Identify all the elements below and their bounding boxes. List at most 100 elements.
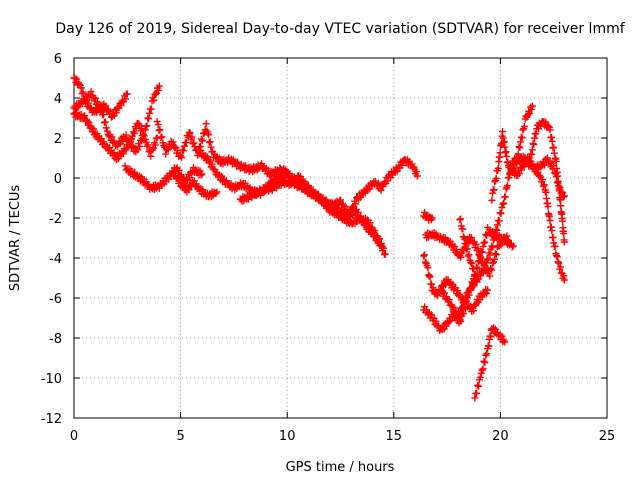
data-point [197,171,205,179]
data-point [477,253,485,261]
data-point [491,250,499,258]
data-point [347,208,355,216]
data-point [117,102,125,110]
data-point [429,284,437,292]
data-point [546,216,554,224]
data-point [488,242,496,250]
data-point [486,251,494,259]
data-point [143,142,151,150]
data-point [112,109,120,117]
data-point [379,244,387,252]
data-point [354,208,362,216]
data-point [145,109,153,117]
data-point [356,194,364,202]
data-point [454,314,462,322]
trace-trace-k [420,208,436,224]
data-point [420,252,428,260]
data-point [488,196,496,204]
data-point [557,202,565,210]
data-point [337,196,344,204]
data-point [496,209,504,217]
data-point [492,225,500,233]
data-point [212,190,220,198]
data-point [458,304,466,312]
data-point [548,133,556,141]
trace-trace-f [170,169,221,201]
data-point [454,287,462,295]
data-point [447,317,455,325]
data-point [476,252,484,260]
data-point [85,118,93,126]
data-point [530,140,538,148]
data-point [178,179,186,187]
data-point [77,84,85,92]
data-point [138,125,146,133]
trace-trace-j [294,172,387,252]
trace-trace-q [471,324,509,402]
data-point [198,170,206,178]
data-point [464,252,472,260]
data-point [465,291,473,299]
data-point [130,129,138,137]
data-point [205,131,213,139]
data-point [139,131,147,139]
data-point [560,276,568,284]
data-point [468,260,476,268]
data-point [556,184,564,192]
x-tick-label: 0 [70,429,78,444]
data-point [503,152,511,160]
data-point [481,238,489,246]
data-point [134,146,142,154]
y-tick-label: -10 [41,372,62,387]
data-point [121,95,129,103]
data-point [162,150,170,158]
data-point [542,188,550,196]
data-point [482,351,490,359]
data-point [494,164,502,172]
data-point [459,225,467,233]
data-point [463,245,471,253]
data-point [508,243,516,251]
trace-trace-o [437,102,536,322]
data-point [470,307,478,315]
data-point [539,182,547,190]
data-point [504,182,512,190]
data-point [554,177,562,185]
data-point [428,214,436,222]
data-point [460,300,468,308]
data-point [381,250,389,258]
trace-trace-d [121,162,206,194]
y-tick-label: -2 [49,212,62,227]
data-point [470,272,478,280]
data-point [457,253,465,261]
data-point [103,127,111,135]
data-point [190,139,198,147]
data-point [91,94,99,102]
data-point [158,133,166,141]
data-point [87,88,95,96]
data-point [90,125,98,133]
data-point [432,317,440,325]
data-point [97,107,105,115]
data-point [143,122,151,130]
data-point [509,242,517,250]
data-point [426,273,434,281]
y-tick-label: -8 [49,332,62,347]
data-point [483,350,491,358]
data-point [497,209,505,217]
data-point [499,128,507,136]
data-point [445,296,453,304]
data-point [179,147,187,155]
data-point [147,105,155,113]
data-point [100,111,108,119]
x-axis-label: GPS time / hours [286,460,395,475]
data-point [398,161,406,169]
data-point [361,189,369,197]
data-point [129,128,137,136]
data-point [412,168,420,176]
data-point [529,140,537,148]
data-point [427,280,435,288]
data-point [149,146,157,154]
data-point [528,146,536,154]
y-tick-label: -6 [49,292,62,307]
